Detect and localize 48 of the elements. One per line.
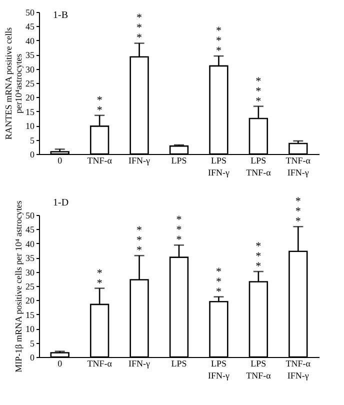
y-tick-label: 25 — [26, 282, 35, 292]
y-tick-label: 50 — [26, 210, 35, 220]
data-label: *** — [256, 240, 262, 273]
data-label: *** — [136, 224, 142, 257]
y-tick-label: 15 — [26, 310, 35, 320]
data-label: ** — [96, 94, 102, 116]
y-tick-label: 35 — [26, 50, 35, 60]
y-tick-label: 40 — [26, 238, 35, 249]
x-tick-label: IFN-γ — [128, 156, 150, 166]
y-tick-label: 25 — [26, 78, 35, 88]
chart-title: 1-B — [53, 10, 68, 21]
data-label: *** — [216, 266, 222, 298]
x-tick-label: LPS — [171, 156, 187, 166]
data-label: *** — [256, 75, 262, 108]
data-label: *** — [295, 196, 301, 228]
y-tick-label: 5 — [30, 135, 35, 146]
x-tick-label: LPS IFN-γ — [208, 156, 230, 178]
x-tick-label: TNF-α — [87, 156, 112, 166]
x-tick-label: IFN-γ — [128, 358, 150, 368]
y-axis-title: MIP-1β mRNA positive cells per 10⁴ astrocytes — [14, 200, 24, 372]
y-tick-label: 20 — [26, 92, 35, 103]
x-tick-label: LPS IFN-γ — [208, 358, 230, 380]
x-tick-label: TNF-α IFN-γ — [286, 156, 311, 178]
x-tick-label: LPS TNF-α — [246, 358, 272, 380]
x-tick-label: 0 — [58, 156, 63, 166]
y-tick-label: 30 — [26, 267, 35, 278]
data-label: *** — [176, 214, 182, 246]
y-tick-label: 45 — [26, 224, 35, 235]
x-tick-label: LPS — [171, 358, 187, 368]
y-tick-label: 50 — [26, 8, 35, 18]
data-label: *** — [136, 12, 142, 44]
data-label: ** — [96, 267, 102, 290]
y-tick-label: 5 — [30, 338, 35, 348]
y-axis-title: RANTES mRNA positive cells per10⁴astrocytes — [4, 26, 24, 140]
y-tick-label: 45 — [26, 22, 35, 32]
data-label: *** — [216, 25, 222, 58]
chart-title: 1-D — [53, 198, 69, 209]
x-tick-label: 0 — [58, 358, 63, 368]
y-tick-label: 20 — [26, 296, 35, 306]
x-tick-label: TNF-α IFN-γ — [286, 358, 311, 380]
y-tick-label: 10 — [26, 121, 35, 132]
x-tick-label: LPS TNF-α — [246, 156, 272, 178]
y-tick-label: 35 — [26, 253, 35, 264]
y-tick-label: 15 — [26, 106, 35, 117]
y-tick-label: 40 — [26, 36, 35, 46]
y-tick-label: 10 — [26, 324, 35, 334]
x-tick-label: TNF-α — [87, 358, 112, 368]
y-tick-label: 30 — [26, 64, 35, 74]
